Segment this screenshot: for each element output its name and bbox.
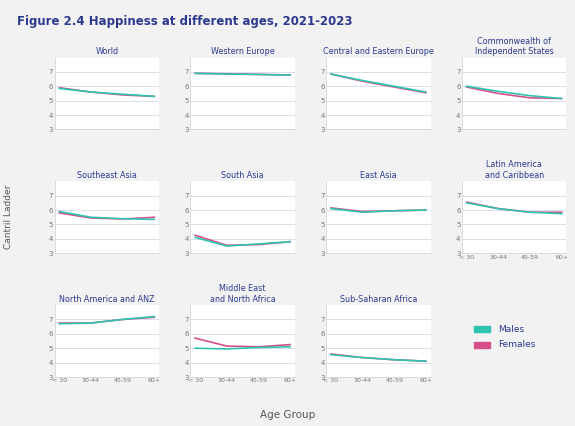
Title: Western Europe: Western Europe	[211, 47, 274, 56]
Title: East Asia: East Asia	[360, 171, 397, 180]
Text: Males: Males	[498, 325, 524, 334]
Text: Females: Females	[498, 340, 535, 349]
Title: Southeast Asia: Southeast Asia	[77, 171, 137, 180]
Title: Commonwealth of
Independent States: Commonwealth of Independent States	[475, 37, 554, 56]
FancyBboxPatch shape	[474, 342, 489, 348]
Title: Central and Eastern Europe: Central and Eastern Europe	[323, 47, 434, 56]
Title: Middle East
and North Africa: Middle East and North Africa	[210, 284, 275, 304]
Title: South Asia: South Asia	[221, 171, 264, 180]
FancyBboxPatch shape	[474, 326, 489, 332]
Text: Cantril Ladder: Cantril Ladder	[4, 185, 13, 250]
Title: Latin America
and Caribbean: Latin America and Caribbean	[485, 161, 544, 180]
Title: World: World	[95, 47, 118, 56]
Text: Age Group: Age Group	[260, 410, 315, 420]
Title: North America and ANZ: North America and ANZ	[59, 294, 155, 304]
Text: Figure 2.4 Happiness at different ages, 2021-2023: Figure 2.4 Happiness at different ages, …	[17, 15, 352, 28]
Title: Sub-Saharan Africa: Sub-Saharan Africa	[340, 294, 417, 304]
